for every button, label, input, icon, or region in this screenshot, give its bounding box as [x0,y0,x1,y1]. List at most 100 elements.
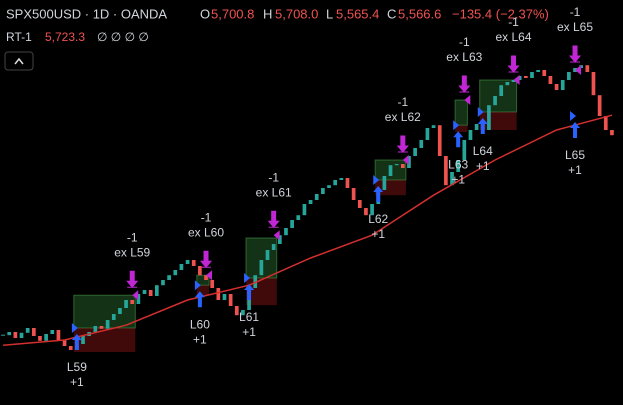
candle [93,326,98,332]
candle [530,72,534,78]
exit-qty: -1 [397,95,408,109]
entry-qty: +1 [371,227,385,241]
entry-marker [244,273,251,283]
ohlc-label: L [326,6,333,21]
candle [167,275,171,280]
exit-label: ex L65 [557,20,593,34]
candle [536,70,540,72]
candle [62,340,67,346]
candle [400,164,405,168]
candle [271,244,276,250]
candle [185,260,190,264]
exit-arrow [458,75,471,93]
ohlc-label: O [200,6,210,21]
candle [25,328,30,333]
candle [198,266,202,276]
candle [296,215,301,220]
candle [130,300,135,304]
candle [31,328,36,336]
entry-arrow [71,334,82,350]
candle [591,72,596,96]
exit-label: ex L60 [188,225,224,239]
entry-qty: +1 [70,375,84,389]
stop-zone [196,285,210,296]
candle [505,82,510,86]
exit-arrow [568,45,582,63]
candle [38,336,42,341]
candle [13,332,18,338]
candle [56,330,61,340]
candle [542,70,547,76]
entry-label: L62 [368,212,388,226]
ohlc-label: H [263,6,272,21]
exit-qty: -1 [459,35,470,49]
candle [413,148,417,156]
candle [523,76,528,78]
candle [339,178,344,180]
candle [50,330,55,334]
change: −135.4 (−2.37%) [452,6,549,21]
entry-arrow [477,118,488,134]
candle [259,260,264,276]
candle [357,200,362,208]
candle [284,228,288,236]
candle [431,125,436,128]
candle [302,204,307,216]
candle [179,264,184,270]
candle [68,346,73,350]
candle [148,290,153,296]
candle [142,290,147,294]
candle [351,188,356,200]
candle [327,185,331,188]
target-zone [479,79,518,113]
candle [603,116,608,130]
entry-qty: +1 [451,172,465,186]
candle [511,80,516,82]
entry-marker [194,280,201,291]
ohlc-label: C [387,6,396,21]
candle [407,156,411,168]
candle [499,85,504,96]
entry-arrow [453,131,464,148]
candle [222,294,227,300]
exit-qty: -1 [127,230,138,244]
candle [468,130,473,140]
entry-label: L63 [448,157,468,171]
candle [425,128,430,140]
collapse-button[interactable] [4,51,34,71]
candle [154,285,159,296]
entry-arrow [570,122,581,138]
candle [364,208,368,216]
candle [462,140,467,160]
candle [382,176,387,190]
entry-label: L61 [239,310,259,324]
candle [173,270,178,276]
candle [204,275,208,280]
indicator-values: ∅ ∅ ∅ ∅ [97,30,149,44]
candle [44,334,48,341]
exit-marker [206,270,213,281]
exit-marker [273,230,280,241]
candle [597,95,602,116]
candle [99,326,104,329]
candle [567,72,571,80]
entry-label: L59 [67,360,87,374]
entry-arrow [244,284,255,300]
exit-qty: -1 [268,170,279,184]
exit-qty: -1 [201,210,212,224]
candle [241,310,245,316]
candle [585,65,590,72]
exit-marker [402,155,409,165]
stop-zone [455,125,468,132]
candle [388,165,393,176]
candle [517,76,522,80]
exit-marker [464,95,471,105]
stop-zone [246,278,277,306]
exit-qty: -1 [508,15,519,29]
candle [105,320,110,329]
entry-arrow [194,291,205,308]
entry-qty: +1 [568,163,582,177]
exit-label: ex L64 [496,30,532,44]
